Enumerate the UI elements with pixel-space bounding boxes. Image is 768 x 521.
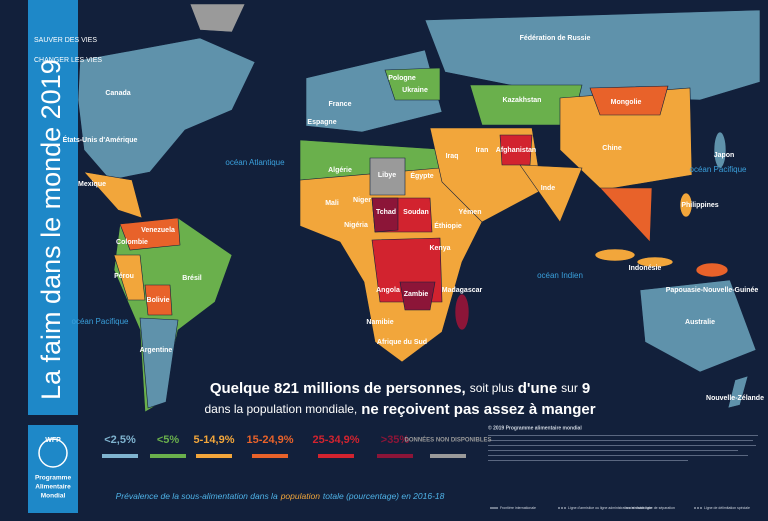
- country-label: Afghanistan: [496, 147, 536, 154]
- country-label: Argentine: [140, 347, 173, 354]
- country-label: Philippines: [681, 202, 718, 209]
- legend-swatch: [318, 454, 354, 458]
- country-label: Colombie: [116, 239, 148, 246]
- country-label: Espagne: [307, 119, 336, 126]
- country-label: Libye: [378, 172, 396, 179]
- legend-swatch: [150, 454, 186, 458]
- poster-title: La faim dans le monde 2019: [36, 59, 66, 400]
- country-label: Bolivie: [147, 297, 170, 304]
- legend-caption: Prévalence de la sous-alimentation dans …: [116, 491, 445, 501]
- country-label: États-Unis d'Amérique: [63, 135, 138, 144]
- legend-label: 25-34,9%: [312, 434, 359, 446]
- footer-legend-label: Ligne de délimitation spéciale: [704, 506, 750, 510]
- country-label: Papouasie-Nouvelle-Guinée: [666, 287, 759, 294]
- country-label: Kazakhstan: [503, 97, 542, 104]
- footnotes: © 2019 Programme alimentaire mondial: [488, 424, 758, 461]
- legend-label: <2,5%: [104, 434, 136, 446]
- caption-highlight: population: [280, 491, 321, 501]
- country-label: Mali: [325, 200, 339, 207]
- country-label: Yémen: [459, 209, 482, 216]
- footer-legend-label: Autre ligne de séparation: [636, 506, 675, 510]
- headline-strong: Quelque 821 millions de personnes,: [210, 380, 466, 397]
- logo-name: Mondial: [41, 493, 66, 500]
- headline-text: soit plus: [470, 381, 514, 395]
- country-label: Mongolie: [611, 99, 642, 106]
- legend-label: 15-24,9%: [246, 434, 293, 446]
- country-label: Pologne: [388, 75, 416, 82]
- legend-swatch: [196, 454, 232, 458]
- logo-name: Programme: [35, 475, 72, 482]
- copyright: © 2019 Programme alimentaire mondial: [488, 424, 582, 431]
- tagline: SAUVER DES VIES: [34, 37, 97, 44]
- country-label: Zambie: [404, 291, 429, 298]
- country-label: Mexique: [78, 181, 106, 188]
- country-label: Madagascar: [442, 287, 483, 294]
- logo-acronym: WFP: [45, 437, 61, 444]
- legend-swatch: [430, 454, 466, 458]
- headline-strong: ne reçoivent pas assez à manger: [361, 401, 595, 418]
- side-band: [28, 0, 78, 415]
- headline-line: dans la population mondiale, ne reçoivent…: [204, 401, 595, 418]
- map: [77, 3, 761, 413]
- tagline: CHANGER LES VIES: [34, 57, 102, 64]
- country-label: Iraq: [446, 153, 459, 160]
- footer-legend-label: Ligne d'armistice ou ligne administrativ…: [568, 506, 652, 510]
- ocean-label: océan Indien: [537, 271, 583, 280]
- headline-strong: 9: [582, 380, 590, 397]
- country-label: Japon: [714, 152, 735, 159]
- headline-text: dans la population mondiale,: [204, 402, 357, 416]
- country-label: Fédération de Russie: [520, 35, 591, 42]
- legend-label: >35%: [381, 434, 410, 446]
- headline: Quelque 821 millions de personnes, soit p…: [204, 380, 595, 418]
- country-label: Angola: [376, 287, 400, 294]
- logo-emblem: [38, 438, 68, 468]
- ocean-label: océan Pacifique: [72, 317, 129, 326]
- country-label: Algérie: [328, 167, 352, 174]
- country-label: Tchad: [376, 209, 396, 216]
- country-label: Ukraine: [402, 87, 428, 94]
- headline-strong: d'une: [518, 380, 557, 397]
- country-label: Australie: [685, 319, 715, 326]
- caption-text: totale (pourcentage) en 2016-18: [323, 491, 445, 501]
- headline-line: Quelque 821 millions de personnes, soit p…: [210, 380, 590, 397]
- ocean-label: océan Pacifique: [690, 165, 747, 174]
- country-label: Pérou: [114, 273, 134, 280]
- country-label: Niger: [353, 197, 371, 204]
- ocean-label: océan Atlantique: [225, 158, 285, 167]
- legend-label: DONNÉES NON DISPONIBLES: [404, 436, 491, 444]
- country-label: Indonésie: [629, 265, 662, 272]
- caption-text: Prévalence de la sous-alimentation dans …: [116, 491, 278, 501]
- country-label: Nouvelle-Zélande: [706, 395, 764, 402]
- country-label: Canada: [105, 90, 130, 97]
- country-label: Nigéria: [344, 222, 368, 229]
- country-label: Inde: [541, 185, 555, 192]
- logo-name: Alimentaire: [35, 484, 71, 491]
- country-label: Venezuela: [141, 227, 175, 234]
- legend-swatch: [102, 454, 138, 458]
- country-label: Égypte: [410, 171, 433, 180]
- headline-text: sur: [561, 381, 578, 395]
- legend-swatch: [252, 454, 288, 458]
- country-label: Afrique du Sud: [377, 339, 427, 346]
- country-label: Éthiopie: [434, 221, 462, 230]
- country-label: France: [329, 101, 352, 108]
- country-label: Iran: [476, 147, 489, 154]
- country-label: Namibie: [366, 319, 393, 326]
- country-label: Soudan: [403, 209, 429, 216]
- legend-swatch: [377, 454, 413, 458]
- legend-label: <5%: [157, 434, 180, 446]
- footer-legend-label: Frontière internationale: [500, 506, 536, 510]
- country-label: Kenya: [429, 245, 450, 252]
- legend-label: 5-14,9%: [194, 434, 235, 446]
- country-label: Chine: [602, 145, 622, 152]
- country-label: Brésil: [182, 275, 202, 282]
